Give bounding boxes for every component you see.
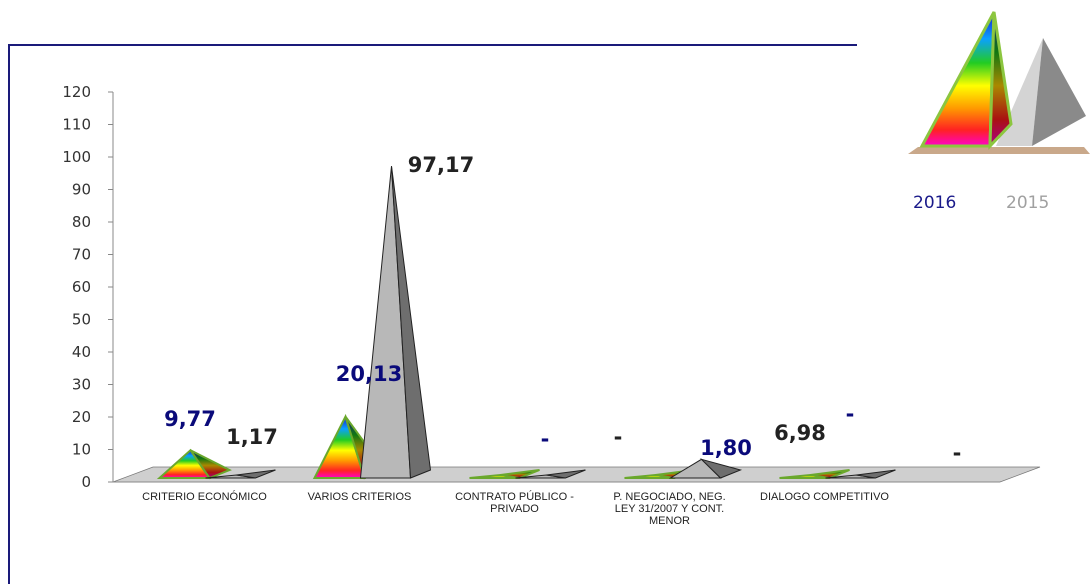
data-label: -	[846, 402, 855, 426]
legend-2015-pyramid-right	[1032, 38, 1086, 146]
data-label: -	[614, 425, 623, 449]
legend-floor	[908, 147, 1090, 154]
data-label: 9,77	[164, 407, 216, 431]
y-tick-label: 50	[72, 311, 91, 329]
x-category-label-line: CRITERIO ECONÓMICO	[142, 490, 267, 503]
pyramid-2015-side	[391, 166, 432, 479]
x-category-label: P. NEGOCIADO, NEG. LEY 31/2007 Y CONT. MEN…	[613, 491, 725, 527]
x-category-label-line: PRIVADO	[490, 503, 539, 515]
chart-frame	[8, 44, 857, 584]
x-category-label: CRITERIO ECONÓMICO	[142, 490, 267, 503]
legend-2016-pyramid-side	[988, 11, 1013, 150]
x-category-label-line: LEY 31/2007 Y CONT.	[615, 503, 724, 515]
y-tick-label: 0	[81, 473, 91, 491]
data-label: 1,80	[700, 436, 752, 460]
x-category-label-line: CONTRATO PÚBLICO -	[455, 490, 574, 503]
pyramid-2016-side	[500, 469, 540, 480]
y-tick-label: 110	[62, 116, 91, 134]
pyramid-bar-chart: 0 10 20 30 40 50 60 70 80 90 100 110 120 CRITERIO EC…	[62, 11, 1090, 527]
x-category-label-line: VARIOS CRITERIOS	[308, 491, 412, 503]
x-category-label: VARIOS CRITERIOS	[308, 491, 412, 503]
y-tick-label: 40	[72, 343, 91, 361]
legend-label-2015: 2015	[1006, 193, 1049, 213]
data-label: 20,13	[336, 362, 402, 386]
data-label: -	[541, 427, 550, 451]
y-tick-label: 30	[72, 376, 91, 394]
data-label: 97,17	[408, 153, 474, 177]
data-label: 1,17	[226, 425, 278, 449]
y-tick-label: 60	[72, 278, 91, 296]
x-category-label-line: MENOR	[649, 515, 690, 527]
y-tick-label: 70	[72, 246, 91, 264]
y-tick-label: 90	[72, 181, 91, 199]
x-category-label: CONTRATO PÚBLICO -PRIVADO	[455, 490, 574, 515]
pyramid-2016-side	[189, 449, 232, 480]
pyramid-2015-side	[856, 469, 896, 479]
y-tick-label: 20	[72, 408, 91, 426]
pyramid-2015-side	[546, 469, 586, 479]
x-category-label-line: P. NEGOCIADO, NEG.	[613, 491, 725, 503]
data-label: 6,98	[774, 421, 826, 445]
legend-2016-pyramid-face	[919, 11, 996, 148]
x-category-label-line: DIALOGO COMPETITIVO	[760, 491, 889, 503]
pyramid-2015-side	[699, 458, 743, 479]
y-tick-label: 80	[72, 213, 91, 231]
y-tick-label: 10	[72, 441, 91, 459]
data-label: -	[953, 441, 962, 465]
pyramid-2015-side	[236, 469, 276, 479]
legend-label-2016: 2016	[913, 193, 956, 213]
pyramid-2016-side	[810, 469, 850, 480]
y-tick-label: 120	[62, 83, 91, 101]
y-tick-label: 100	[62, 148, 91, 166]
x-category-label: DIALOGO COMPETITIVO	[760, 491, 889, 503]
